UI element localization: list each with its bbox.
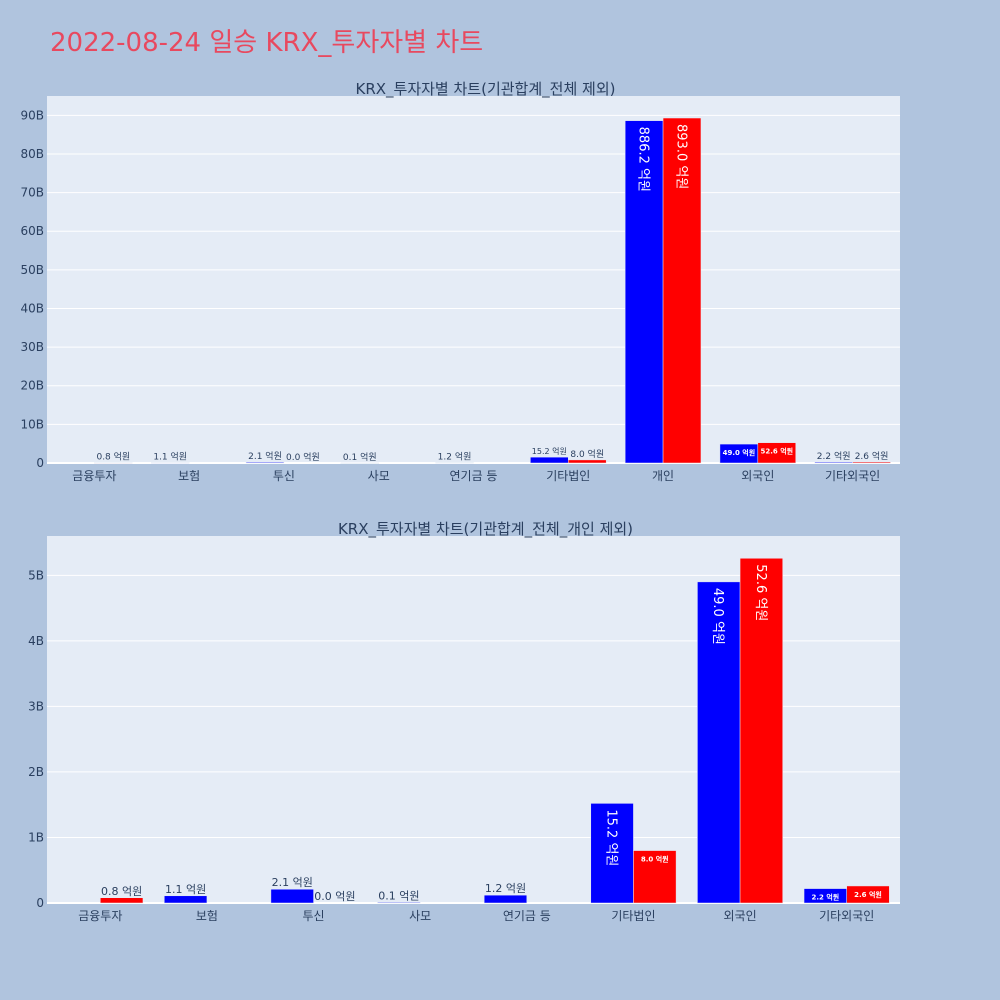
- data-label: 2.2 억원: [817, 450, 851, 462]
- bar: [245, 461, 285, 464]
- y-tick-label: 30B: [20, 340, 44, 354]
- page-title: 2022-08-24 일승 KRX_투자자별 차트: [50, 28, 484, 58]
- y-tick-label: 0: [36, 896, 44, 910]
- plot-area: [47, 96, 900, 463]
- bar: [739, 558, 783, 904]
- bar: [164, 895, 208, 904]
- data-label: 2.1 억원: [272, 876, 313, 889]
- data-label: 0.1 억원: [343, 451, 377, 463]
- data-label: 2.1 억원: [248, 450, 282, 462]
- bar: [151, 462, 190, 464]
- bar: [852, 461, 891, 464]
- x-tick-label: 기타법인: [611, 909, 655, 923]
- data-label: 49.0 억원: [710, 588, 725, 645]
- bar: [340, 462, 379, 464]
- data-label: 0.1 억원: [378, 889, 419, 902]
- bar: [270, 888, 314, 904]
- y-tick-label: 90B: [20, 108, 44, 122]
- chart-title: KRX_투자자별 차트(기관합계_전체_개인 제외): [338, 520, 633, 539]
- x-tick-label: 금융투자: [78, 909, 122, 923]
- y-tick-label: 40B: [20, 301, 44, 315]
- bar: [757, 442, 796, 464]
- y-tick-label: 4B: [28, 634, 44, 648]
- x-tick-label: 기타외국인: [825, 469, 880, 483]
- bar: [662, 117, 702, 464]
- bar: [697, 581, 741, 904]
- x-tick-label: 기타법인: [546, 469, 590, 483]
- x-tick-label: 투신: [303, 909, 325, 923]
- data-label: 15.2 억원: [604, 809, 619, 866]
- x-tick-label: 기타외국인: [819, 909, 874, 923]
- data-label: 893.0 억원: [673, 124, 688, 189]
- bar: [568, 459, 607, 464]
- data-label: 49.0 억원: [723, 448, 756, 457]
- data-label: 52.6 억원: [753, 564, 768, 621]
- bar: [100, 897, 144, 904]
- data-label: 0.8 억원: [96, 451, 130, 463]
- data-label: 1.2 억원: [438, 451, 472, 463]
- data-label: 2.6 억원: [855, 450, 889, 462]
- x-tick-label: 연기금 등: [450, 469, 498, 483]
- data-label: 0.0 억원: [314, 890, 355, 903]
- data-label: 8.0 억원: [570, 448, 604, 460]
- x-tick-label: 개인: [652, 469, 674, 483]
- y-tick-label: 1B: [28, 830, 44, 844]
- bar: [530, 456, 569, 464]
- data-label: 8.0 억원: [641, 855, 669, 864]
- x-tick-label: 사모: [409, 909, 431, 923]
- y-tick-label: 80B: [20, 147, 44, 161]
- y-tick-label: 0: [36, 456, 44, 470]
- x-tick-label: 외국인: [724, 909, 757, 923]
- data-label: 0.0 억원: [286, 451, 320, 463]
- data-label: 52.6 억원: [760, 447, 793, 456]
- y-tick-label: 60B: [20, 224, 44, 238]
- bar: [814, 461, 853, 464]
- x-tick-label: 연기금 등: [503, 909, 551, 923]
- bar: [633, 850, 677, 904]
- x-tick-label: 보험: [178, 469, 200, 483]
- y-tick-label: 20B: [20, 379, 44, 393]
- bar: [483, 894, 528, 904]
- y-tick-label: 10B: [20, 417, 44, 431]
- data-label: 2.2 억원: [812, 893, 840, 902]
- x-tick-label: 보험: [196, 909, 218, 923]
- x-tick-label: 금융투자: [72, 469, 116, 483]
- y-tick-label: 70B: [20, 186, 44, 200]
- bar: [624, 120, 664, 464]
- data-label: 1.2 억원: [485, 882, 526, 895]
- x-tick-label: 투신: [273, 469, 295, 483]
- bar: [590, 803, 634, 904]
- data-label: 0.8 억원: [101, 885, 142, 898]
- bar: [435, 462, 474, 464]
- y-tick-label: 5B: [28, 568, 44, 582]
- bottom-chart: KRX_투자자별 차트(기관합계_전체_개인 제외) 0 1B 2B 3B 4B 5B 금융투…: [28, 520, 900, 923]
- chart-title: KRX_투자자별 차트(기관합계_전체 제외): [356, 80, 616, 99]
- data-label: 2.6 억원: [854, 890, 882, 899]
- x-tick-label: 사모: [368, 469, 390, 483]
- y-tick-label: 2B: [28, 765, 44, 779]
- y-tick-label: 3B: [28, 699, 44, 713]
- data-label: 15.2 억원: [532, 446, 567, 456]
- top-chart: KRX_투자자별 차트(기관합계_전체 제외) 0 10B 20B 30B 40B 50B 6…: [20, 80, 900, 483]
- data-label: 1.1 억원: [153, 451, 187, 463]
- data-label: 1.1 억원: [165, 883, 206, 896]
- bar: [846, 885, 890, 904]
- bar: [377, 902, 421, 904]
- data-label: 886.2 억원: [636, 127, 651, 192]
- x-tick-label: 외국인: [741, 469, 774, 483]
- y-tick-label: 50B: [20, 263, 44, 277]
- bar: [94, 462, 133, 464]
